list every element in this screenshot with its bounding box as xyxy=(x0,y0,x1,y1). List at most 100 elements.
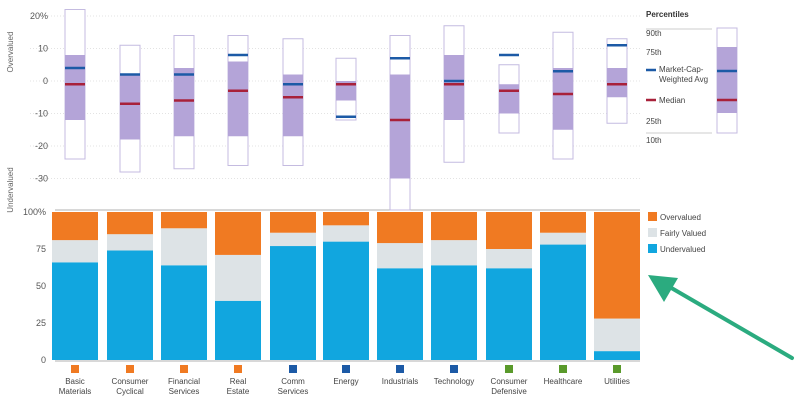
category-label: Utilities xyxy=(604,377,630,386)
box-plot-area xyxy=(64,9,628,211)
bar-segment-undervalued xyxy=(486,268,532,360)
bar-segment-undervalued xyxy=(270,246,316,360)
bar-segment-overvalued xyxy=(486,212,532,249)
category-label: Consumer xyxy=(491,377,528,386)
category-label: Services xyxy=(169,387,200,396)
bar-segment-undervalued xyxy=(540,244,586,360)
bar-segment-undervalued xyxy=(107,250,153,360)
category-labels: BasicMaterialsConsumerCyclicalFinancialS… xyxy=(59,365,630,396)
bar-segment-undervalued xyxy=(377,268,423,360)
y-axis-label-undervalued: Undervalued xyxy=(6,167,15,212)
sector-icon xyxy=(613,365,621,373)
bar-segment-overvalued xyxy=(215,212,261,255)
bar-segment-undervalued xyxy=(215,300,261,360)
category-label: Defensive xyxy=(491,387,527,396)
legend-label-avg: Market-Cap- xyxy=(659,65,704,74)
box-interquartile xyxy=(390,74,410,179)
box-interquartile xyxy=(174,68,194,137)
arrow-shaft xyxy=(666,284,794,360)
bar-segment-fairly-valued xyxy=(377,243,423,269)
bar-segment-overvalued xyxy=(431,212,477,241)
bar-segment-overvalued xyxy=(52,212,98,241)
y-axis-label-overvalued: Overvalued xyxy=(6,32,15,73)
category-label: Comm xyxy=(281,377,305,386)
bar-segment-overvalued xyxy=(540,212,586,233)
stacked-bar-area xyxy=(52,212,640,360)
box-interquartile xyxy=(120,74,140,140)
sector-icon xyxy=(71,365,79,373)
top-y-tick-label: -10 xyxy=(35,109,48,119)
legend-label-undervalued: Undervalued xyxy=(660,245,705,254)
bar-segment-fairly-valued xyxy=(323,225,369,242)
sector-icon xyxy=(396,365,404,373)
bar-segment-fairly-valued xyxy=(52,240,98,263)
legend-label-25th: 25th xyxy=(646,117,662,126)
legend-swatch-overvalued xyxy=(648,212,657,221)
bar-segment-overvalued xyxy=(270,212,316,233)
bar-segment-undervalued xyxy=(323,241,369,360)
grid-lines xyxy=(30,15,640,362)
legend-label-overvalued: Overvalued xyxy=(660,213,701,222)
category-label: Technology xyxy=(434,377,474,386)
valuation-legend: Overvalued Fairly Valued Undervalued xyxy=(648,212,706,254)
legend-title: Percentiles xyxy=(646,10,689,19)
bar-segment-fairly-valued xyxy=(540,232,586,245)
sector-icon xyxy=(234,365,242,373)
bar-segment-fairly-valued xyxy=(594,318,640,352)
top-y-tick-label: 20% xyxy=(30,11,48,21)
legend-swatch-fairly-valued xyxy=(648,228,657,237)
box-interquartile xyxy=(553,68,573,130)
box-interquartile xyxy=(65,55,85,120)
top-y-axis: Overvalued Undervalued 20% 10 0 -10 -20 -30 10… xyxy=(6,11,48,365)
sector-icon xyxy=(289,365,297,373)
bar-segment-fairly-valued xyxy=(431,240,477,266)
legend-swatch-undervalued xyxy=(648,244,657,253)
top-y-tick-label: 10 xyxy=(38,44,48,54)
percentile-legend: Percentiles 90th 75th Market-Cap-Weighted A… xyxy=(646,10,738,145)
bar-segment-overvalued xyxy=(161,212,207,229)
bar-segment-fairly-valued xyxy=(107,234,153,251)
sector-icon xyxy=(505,365,513,373)
box-interquartile xyxy=(499,84,519,114)
box-interquartile xyxy=(444,55,464,120)
arrow-annotation xyxy=(648,275,794,360)
top-y-tick-label: -30 xyxy=(35,174,48,184)
category-label: Industrials xyxy=(382,377,418,386)
sector-icon xyxy=(180,365,188,373)
bar-segment-overvalued xyxy=(323,212,369,226)
legend-label-avg-cont: Weighted Avg xyxy=(659,75,708,84)
bar-segment-overvalued xyxy=(107,212,153,235)
bar-segment-overvalued xyxy=(594,212,640,319)
category-label: Estate xyxy=(227,387,250,396)
bar-segment-undervalued xyxy=(161,265,207,360)
category-label: Basic xyxy=(65,377,85,386)
sector-icon xyxy=(450,365,458,373)
bar-segment-overvalued xyxy=(377,212,423,244)
category-label: Services xyxy=(278,387,309,396)
bottom-y-tick-label: 75 xyxy=(36,244,46,254)
top-y-tick-label: 0 xyxy=(43,76,48,86)
bar-segment-fairly-valued xyxy=(486,249,532,269)
legend-label-median: Median xyxy=(659,96,685,105)
legend-label-fairly-valued: Fairly Valued xyxy=(660,229,706,238)
sector-icon xyxy=(342,365,350,373)
category-label: Materials xyxy=(59,387,91,396)
bar-segment-undervalued xyxy=(52,262,98,360)
legend-label-75th: 75th xyxy=(646,48,662,57)
bar-segment-undervalued xyxy=(594,351,640,360)
box-interquartile xyxy=(607,68,627,98)
box-interquartile xyxy=(228,61,248,137)
bottom-y-tick-label: 0 xyxy=(41,355,46,365)
bottom-y-tick-label: 50 xyxy=(36,281,46,291)
box-interquartile xyxy=(283,74,303,137)
bottom-y-tick-label: 100% xyxy=(23,207,46,217)
bar-segment-fairly-valued xyxy=(270,232,316,247)
bar-segment-fairly-valued xyxy=(215,254,261,301)
bar-segment-fairly-valued xyxy=(161,228,207,266)
arrow-head xyxy=(648,275,678,302)
category-label: Consumer xyxy=(112,377,149,386)
legend-label-10th: 10th xyxy=(646,136,662,145)
sector-icon xyxy=(126,365,134,373)
sector-icon xyxy=(559,365,567,373)
